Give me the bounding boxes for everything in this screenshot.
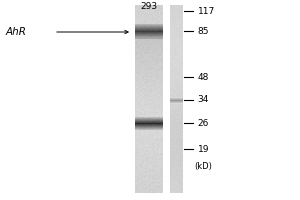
Text: 85: 85 <box>197 26 209 36</box>
Text: 48: 48 <box>197 72 209 82</box>
Text: 19: 19 <box>197 144 209 154</box>
Text: (kD): (kD) <box>194 162 212 171</box>
Text: 293: 293 <box>140 2 158 11</box>
Text: 26: 26 <box>197 118 209 128</box>
Text: AhR: AhR <box>6 27 27 37</box>
Text: 117: 117 <box>197 6 215 16</box>
Text: 34: 34 <box>197 96 209 104</box>
